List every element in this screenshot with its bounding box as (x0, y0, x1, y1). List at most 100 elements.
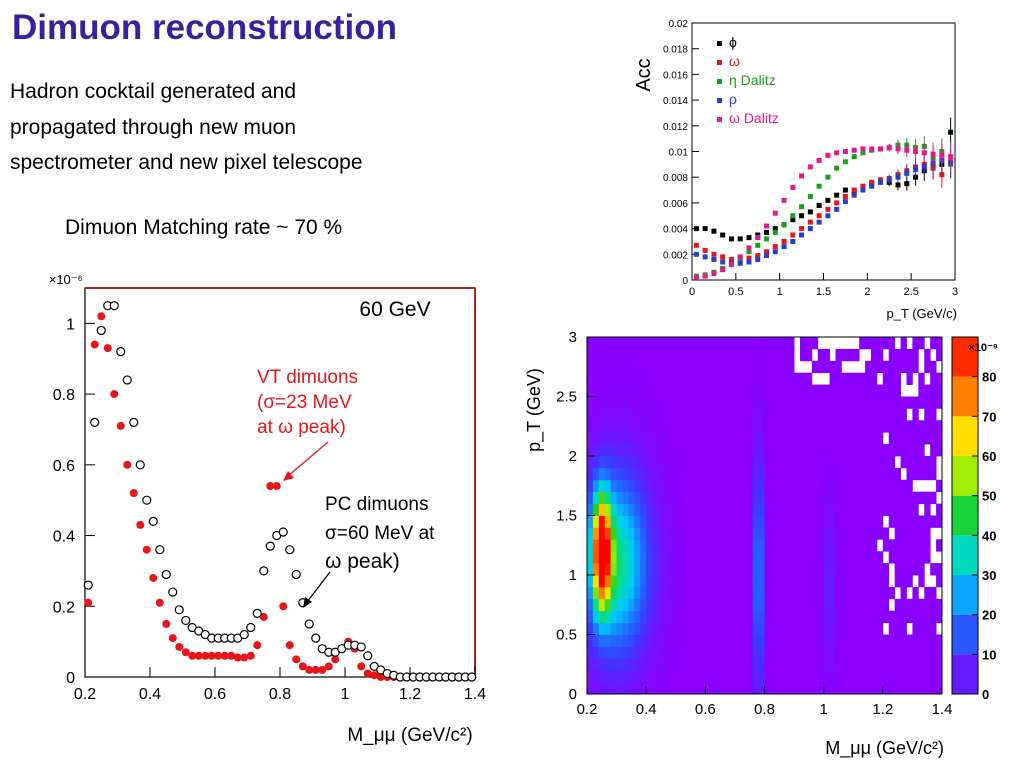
heatmap-cell (634, 515, 641, 528)
heatmap-cell (782, 563, 789, 576)
heatmap-cell (936, 479, 943, 493)
heatmap-cell (675, 598, 683, 612)
heatmap-cell (930, 646, 937, 659)
heatmap-cell (592, 420, 600, 433)
heatmap-cell (906, 539, 913, 552)
heatmap-cell (746, 670, 754, 683)
heatmap-cell (770, 396, 777, 409)
heatmap-cell (876, 515, 884, 528)
heatmap-cell (788, 360, 795, 374)
heatmap-cell (699, 527, 706, 540)
heatmap-cell (705, 467, 712, 481)
heatmap-cell (681, 432, 688, 445)
heatmap-cell (687, 396, 694, 409)
pc-data-point (259, 566, 269, 576)
heatmap-cell (681, 479, 688, 493)
heatmap-cell (729, 598, 736, 612)
heatmap-cell (770, 527, 777, 540)
heatmap-cell (610, 515, 617, 528)
series-1-point (720, 254, 726, 260)
x-tick-label: 1 (819, 701, 827, 718)
x-tick-label: 3 (952, 286, 958, 298)
heatmap-cell (598, 682, 606, 695)
series-4-point (702, 273, 708, 279)
heatmap-cell (675, 551, 683, 564)
heatmap-cell (746, 337, 754, 350)
pc-data-point (363, 651, 373, 661)
heatmap-cell (699, 670, 706, 683)
heatmap-cell (740, 372, 748, 385)
heatmap-cell (740, 598, 748, 612)
heatmap-cell (693, 432, 700, 445)
heatmap-cell (888, 586, 896, 600)
heatmap-cell (729, 646, 736, 659)
heatmap-cell (717, 467, 724, 481)
vt-data-point (318, 665, 327, 674)
heatmap-cell (823, 622, 830, 635)
heatmap-cell (699, 563, 706, 576)
series-4-point (816, 157, 822, 163)
heatmap-cell (663, 586, 671, 600)
heatmap-cell (865, 396, 872, 409)
heatmap-cell (752, 646, 759, 659)
heatmap-cell (900, 360, 907, 374)
heatmap-cell (764, 682, 771, 695)
heatmap-cell (646, 432, 653, 445)
heatmap-cell (894, 408, 901, 421)
heatmap-cell (829, 360, 836, 374)
heatmap-cell (894, 467, 901, 481)
heatmap-cell (847, 515, 854, 528)
heatmap-cell (729, 384, 736, 397)
heatmap-cell (811, 408, 819, 421)
heatmap-cell (882, 360, 890, 374)
heatmap-cell (616, 456, 623, 469)
heatmap-cell (729, 396, 736, 409)
heatmap-cell (871, 420, 878, 433)
heatmap-cell (669, 348, 677, 362)
heatmap-cell (859, 658, 866, 671)
heatmap-cell (924, 360, 931, 374)
heatmap-cell (888, 646, 896, 659)
heatmap-cell (758, 444, 765, 457)
heatmap-cell (693, 348, 700, 362)
vt-data-point (279, 602, 288, 611)
heatmap-cell (835, 527, 842, 540)
pc-data-point (291, 569, 301, 580)
heatmap-cell (865, 444, 872, 457)
heatmap-cell (823, 444, 830, 457)
heatmap-cell (675, 396, 683, 409)
heatmap-cell (592, 551, 600, 564)
heatmap-cell (681, 420, 688, 433)
heatmap-cell (705, 670, 712, 683)
heatmap-cell (729, 527, 736, 540)
heatmap-cell (646, 396, 653, 409)
heatmap-cell (912, 658, 919, 671)
heatmap-cell (634, 348, 641, 362)
heatmap-cell (734, 646, 742, 659)
heatmap-cell (604, 503, 612, 516)
heatmap-cell (604, 337, 612, 350)
heatmap-cell (829, 563, 836, 576)
heatmap-cell (859, 384, 866, 397)
heatmap-cell (687, 384, 694, 397)
heatmap-cell (782, 432, 789, 445)
heatmap-cell (658, 610, 665, 623)
heatmap-cell (652, 420, 659, 433)
heatmap-cell (681, 563, 688, 576)
vt-data-point (194, 651, 203, 660)
heatmap-cell (628, 622, 635, 635)
heatmap-cell (912, 420, 919, 433)
vt-data-point (168, 634, 177, 643)
vt-data-point (305, 665, 314, 674)
heatmap-cell (652, 337, 659, 350)
heatmap-cell (652, 491, 659, 504)
vt-annotation-arrow (287, 441, 329, 477)
heatmap-cell (817, 634, 825, 647)
heatmap-cell (758, 396, 765, 409)
heatmap-cell (675, 420, 683, 433)
heatmap-cell (906, 682, 913, 695)
heatmap-cell (693, 610, 700, 623)
heatmap-cell (794, 634, 801, 647)
heatmap-cell (752, 586, 759, 600)
heatmap-cell (788, 670, 795, 683)
